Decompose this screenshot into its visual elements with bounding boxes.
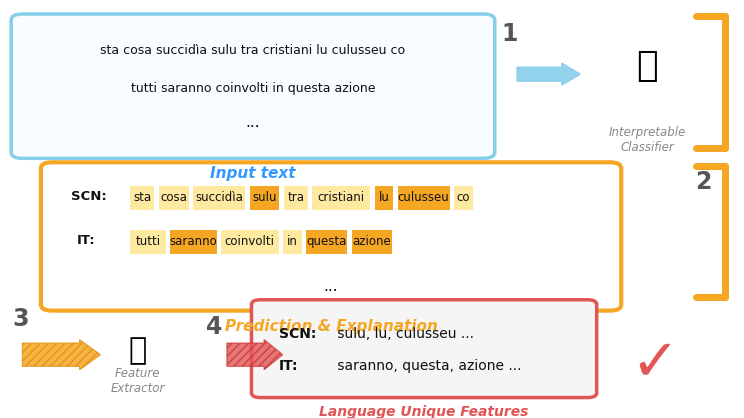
FancyBboxPatch shape xyxy=(41,162,621,311)
FancyBboxPatch shape xyxy=(221,230,278,254)
FancyBboxPatch shape xyxy=(193,186,245,209)
Text: 🤖: 🤖 xyxy=(636,49,658,83)
Text: saranno: saranno xyxy=(170,235,217,248)
Text: SCN:: SCN: xyxy=(71,190,106,203)
Text: coinvolti: coinvolti xyxy=(225,235,275,248)
Text: succidìa: succidìa xyxy=(195,191,243,204)
FancyBboxPatch shape xyxy=(397,186,449,209)
Text: cosa: cosa xyxy=(160,191,187,204)
Text: Language Unique Features: Language Unique Features xyxy=(319,405,529,418)
Text: culusseu: culusseu xyxy=(398,191,449,204)
Text: IT:: IT: xyxy=(279,359,298,373)
Text: 2: 2 xyxy=(695,171,711,194)
Text: tra: tra xyxy=(287,191,304,204)
Text: in: in xyxy=(287,235,298,248)
FancyArrow shape xyxy=(227,340,283,370)
Text: ...: ... xyxy=(246,115,260,130)
FancyArrow shape xyxy=(22,340,100,370)
FancyBboxPatch shape xyxy=(307,230,347,254)
Text: Interpretable
Classifier: Interpretable Classifier xyxy=(609,126,686,154)
Text: sta: sta xyxy=(133,191,151,204)
Text: Prediction & Explanation: Prediction & Explanation xyxy=(225,319,437,334)
Text: 4: 4 xyxy=(206,315,222,339)
Text: cristiani: cristiani xyxy=(318,191,365,204)
FancyArrow shape xyxy=(517,63,580,85)
FancyBboxPatch shape xyxy=(130,230,165,254)
Text: 1: 1 xyxy=(501,22,518,46)
Text: Input text: Input text xyxy=(211,166,295,181)
Text: saranno, questa, azione ...: saranno, questa, azione ... xyxy=(333,359,521,373)
Text: ✓: ✓ xyxy=(630,334,679,391)
Text: tutti: tutti xyxy=(135,235,161,248)
Text: sulu: sulu xyxy=(252,191,277,204)
Text: co: co xyxy=(457,191,470,204)
FancyBboxPatch shape xyxy=(251,300,597,398)
FancyBboxPatch shape xyxy=(374,186,393,209)
Text: ...: ... xyxy=(324,279,339,294)
FancyBboxPatch shape xyxy=(170,230,217,254)
Text: Feature
Extractor: Feature Extractor xyxy=(110,367,165,395)
FancyBboxPatch shape xyxy=(283,186,308,209)
Text: tutti saranno coinvolti in questa azione: tutti saranno coinvolti in questa azione xyxy=(131,82,375,95)
Text: 3: 3 xyxy=(13,307,29,331)
FancyBboxPatch shape xyxy=(249,186,279,209)
Text: lu: lu xyxy=(379,191,389,204)
Text: SCN:: SCN: xyxy=(279,326,316,341)
FancyBboxPatch shape xyxy=(454,186,473,209)
FancyBboxPatch shape xyxy=(351,230,393,254)
FancyBboxPatch shape xyxy=(130,186,154,209)
FancyBboxPatch shape xyxy=(283,230,302,254)
Text: azione: azione xyxy=(353,235,391,248)
FancyBboxPatch shape xyxy=(158,186,189,209)
FancyBboxPatch shape xyxy=(11,14,495,158)
Text: sulu, lu, culusseu ...: sulu, lu, culusseu ... xyxy=(333,326,474,341)
Text: 🤖: 🤖 xyxy=(129,336,147,365)
Text: sta cosa succidìa sulu tra cristiani lu culusseu co: sta cosa succidìa sulu tra cristiani lu … xyxy=(100,44,405,57)
Text: questa: questa xyxy=(307,235,347,248)
Text: IT:: IT: xyxy=(77,234,95,247)
FancyBboxPatch shape xyxy=(312,186,370,209)
